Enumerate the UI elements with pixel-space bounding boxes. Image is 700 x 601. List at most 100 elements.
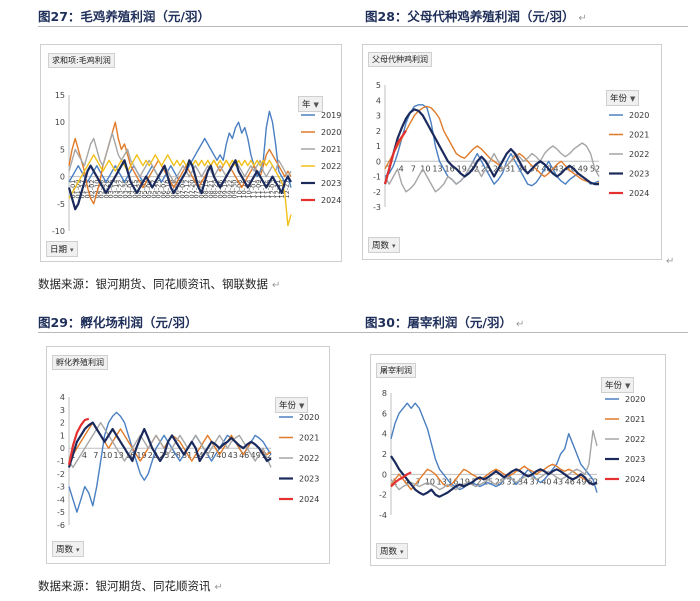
x-tick-label: 7 (411, 164, 416, 173)
section-rule (38, 332, 688, 333)
chart-27-field-tag[interactable]: 求和项:毛鸡利润 (48, 53, 115, 68)
series-line-2021 (68, 132, 292, 183)
legend-label-2022[interactable]: 2022 (625, 435, 645, 444)
legend-label-2020[interactable]: 2020 (629, 111, 649, 120)
legend-label-2023[interactable]: 2023 (321, 179, 341, 188)
series-line-2023 (67, 421, 272, 468)
y-tick-label: -10 (52, 227, 65, 236)
x-tick-label: 40 (541, 164, 551, 173)
y-tick-label: -6 (57, 521, 65, 530)
legend-label-2022[interactable]: 2022 (629, 150, 649, 159)
x-tick-label: 40 (216, 451, 226, 460)
y-tick-label: 3 (376, 112, 381, 121)
legend-label-2021[interactable]: 2021 (321, 145, 341, 154)
x-tick-label: 10-16 (240, 180, 248, 199)
x-tick-label: 10 (102, 451, 112, 460)
y-tick-label: 1 (376, 142, 381, 151)
x-tick-label: 06-26 (174, 180, 182, 199)
figure-30-title: 图30：屠宰利润（元/羽） ↵ (365, 315, 525, 330)
y-tick-label: -3 (57, 483, 65, 492)
y-tick-label: -1 (373, 173, 381, 182)
legend-label-2024[interactable]: 2024 (299, 495, 319, 504)
x-tick-label: 40 (541, 477, 551, 486)
chevron-down-icon: ▾ (70, 246, 74, 254)
x-tick-label: 13 (432, 164, 442, 173)
x-tick-label: 37 (529, 164, 539, 173)
legend-label-2024[interactable]: 2024 (321, 196, 341, 205)
return-glyph-icon: ↵ (666, 256, 675, 267)
series-line-2024 (383, 130, 407, 185)
figure-28-title: 图28：父母代种鸡养殖利润（元/羽） ↵ (365, 9, 587, 24)
legend-label-2022[interactable]: 2022 (321, 162, 341, 171)
source-note-bottom: 数据来源：银河期货、同花顺资讯 ↵ (38, 579, 223, 593)
series-line-2023 (383, 108, 599, 186)
legend-label-2024[interactable]: 2024 (625, 475, 645, 484)
x-tick-label: 02-02 (88, 180, 96, 199)
y-tick-label: -2 (57, 470, 65, 479)
x-tick-label: 08-13 (202, 180, 210, 199)
y-tick-label: 5 (376, 81, 381, 90)
chart-30-field-tag[interactable]: 屠宰利润 (376, 363, 416, 378)
chart-27-axis-button[interactable]: 日期 ▾ (46, 241, 78, 257)
x-tick-label: 52 (588, 477, 598, 486)
y-tick-label: 4 (376, 96, 381, 105)
x-tick-label: 7 (416, 477, 421, 486)
y-tick-label: 6 (382, 409, 387, 418)
x-tick-label: 03-30 (121, 180, 129, 199)
chart-29-axis-button[interactable]: 周数 ▾ (52, 541, 84, 557)
legend-label-2024[interactable]: 2024 (629, 189, 649, 198)
x-tick-label: 4 (399, 164, 404, 173)
chart-28-axis-button[interactable]: 周数 ▾ (368, 237, 400, 253)
y-tick-label: 4 (382, 430, 387, 439)
x-tick-label: 22 (148, 451, 158, 460)
legend-label-2023[interactable]: 2023 (629, 170, 649, 179)
x-tick-label: 03-14 (112, 180, 120, 199)
chart-30-legend-filter[interactable]: 年份 ▼ (601, 377, 635, 393)
chart-27-legend-filter[interactable]: 年 ▼ (298, 96, 323, 112)
filter-icon: ▼ (630, 95, 636, 103)
x-tick-label: 49 (576, 477, 586, 486)
legend-label-2019[interactable]: 2019 (321, 111, 341, 120)
legend-label-2021[interactable]: 2021 (629, 131, 649, 140)
x-tick-label: 09-30 (231, 180, 239, 199)
x-tick-label: 08-29 (212, 180, 220, 199)
legend-label-2020[interactable]: 2020 (299, 413, 319, 422)
chart-28-field-tag[interactable]: 父母代种鸡利润 (368, 52, 432, 67)
y-tick-label: -3 (373, 203, 381, 212)
x-tick-label: 52 (262, 451, 272, 460)
x-tick-label: 06-10 (164, 180, 172, 199)
legend-label-2023[interactable]: 2023 (625, 455, 645, 464)
legend-label-2020[interactable]: 2020 (625, 395, 645, 404)
chart-30-axis-button[interactable]: 周数 ▾ (376, 543, 408, 559)
chart-28-panel: -3 -2 -1 0 1 2 3 4 5 1 4 7 10 13 16 19 22 25 28 31 34 37 40 43 4… (362, 44, 662, 260)
x-tick-label: 07-12 (183, 180, 191, 199)
series-line-2022 (390, 429, 598, 491)
header-rule (38, 26, 688, 27)
x-tick-label: 11-25 (264, 180, 272, 199)
chart-28-legend-filter[interactable]: 年份 ▼ (606, 90, 640, 106)
x-tick-label: 08-21 (207, 180, 215, 199)
series-line-2020 (68, 411, 272, 513)
x-tick-label: 43 (553, 477, 563, 486)
chart-27-svg: -10-505101501-0101-0901-1701-2502-0202-1… (52, 91, 341, 236)
x-tick-label: 31 (505, 164, 515, 173)
legend-label-2021[interactable]: 2021 (299, 434, 319, 443)
x-tick-label: 11-09 (254, 180, 262, 199)
legend-label-2021[interactable]: 2021 (625, 415, 645, 424)
y-tick-label: 5 (60, 145, 65, 154)
source-note-top: 数据来源：银河期货、同花顺资讯、钢联数据 ↵ (38, 277, 281, 291)
x-tick-label: 12-27 (283, 180, 291, 199)
x-tick-label: 49 (578, 164, 588, 173)
x-tick-label: 09-22 (226, 180, 234, 199)
x-tick-label: 46 (566, 164, 576, 173)
legend-label-2020[interactable]: 2020 (321, 128, 341, 137)
y-tick-label: 2 (60, 419, 65, 428)
series-line-2024 (67, 417, 90, 466)
legend-label-2023[interactable]: 2023 (299, 475, 319, 484)
return-glyph-icon: ↵ (272, 280, 281, 291)
legend-label-2022[interactable]: 2022 (299, 454, 319, 463)
chart-29-field-tag[interactable]: 孵化养殖利润 (52, 355, 108, 370)
chart-29-legend-filter[interactable]: 年份 ▼ (275, 397, 309, 413)
y-tick-label: 3 (60, 406, 65, 415)
